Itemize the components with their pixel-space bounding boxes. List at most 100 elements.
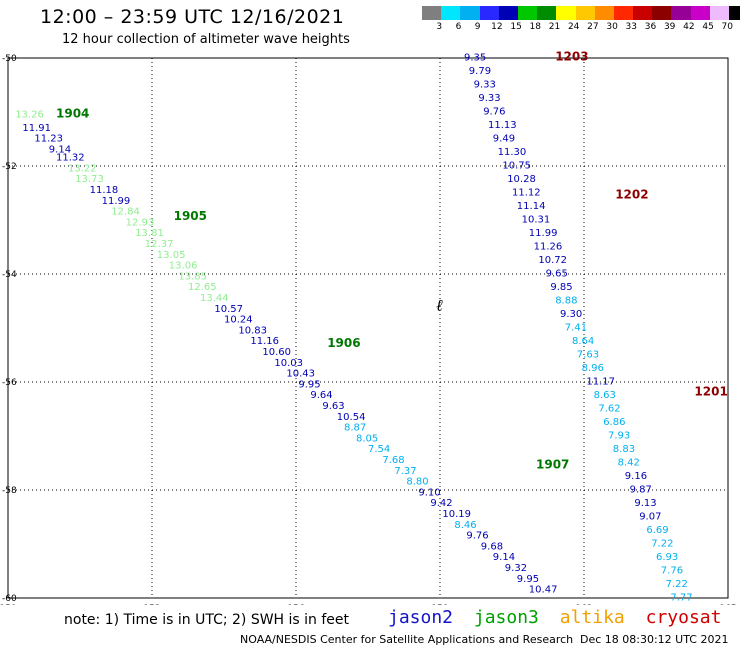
color-scale-label: 70 [721,22,733,32]
color-scale-label: 9 [474,22,481,32]
color-scale-swatch [441,6,461,20]
wave-height-label: 13.22 [68,163,97,174]
wave-height-label: 13.05 [157,250,186,261]
satellite-legend: jason2 jason3 altika cryosat s3a [388,607,740,628]
wave-height-label: 9.33 [478,93,500,104]
island-symbol: ℓ [436,295,443,314]
wave-height-label: 12.93 [126,217,155,228]
color-scale-swatch [594,6,614,20]
wave-height-label: 12.65 [188,282,217,293]
color-scale-label: 42 [683,22,695,32]
legend-cryosat: cryosat [645,607,722,628]
date-stamp: Dec 18 08:30:12 UTC 2021 [580,633,729,646]
wave-height-label: 11.26 [534,242,563,253]
wave-height-label: 9.79 [469,66,491,77]
legend-altika: altika [559,607,625,628]
wave-height-label: 12.84 [111,207,140,218]
wave-height-label: 8.46 [454,520,476,531]
pass-time-label: 1907 [536,457,569,471]
color-scale-label: 18 [529,22,541,32]
wave-height-label: 12.37 [145,239,174,250]
wave-height-label: 9.76 [466,531,488,542]
wave-height-label: 10.57 [214,304,243,315]
wave-height-label: 9.14 [49,145,71,156]
footer-note: note: 1) Time is in UTC; 2) SWH is in fe… [64,612,350,628]
color-scale-swatch [709,6,729,20]
wave-height-label: 10.24 [224,315,253,326]
color-scale-label: 30 [606,22,618,32]
color-scale-swatch [729,6,740,20]
wave-height-label: 9.49 [493,134,515,145]
wave-height-label: 7.22 [666,579,688,590]
lat-tick-label: -50 [2,54,17,64]
wave-height-label: 10.83 [238,325,267,336]
lat-tick-label: -52 [2,162,17,172]
wave-height-label: 6.69 [646,525,668,536]
wave-height-label: 9.85 [550,282,572,293]
lat-tick-label: -58 [2,486,17,496]
wave-height-label: 11.99 [529,228,558,239]
wave-height-label: 9.95 [298,379,320,390]
wave-height-label: 7.37 [394,466,416,477]
color-scale-swatch [613,6,634,20]
pass-time-label: 1203 [555,50,588,64]
wave-height-label: 7.54 [368,444,390,455]
color-scale-swatch [671,6,691,20]
color-scale-swatch [460,6,480,20]
wave-height-label: 11.91 [22,123,51,134]
wave-height-label: 9.68 [481,541,503,552]
wave-height-label: 11.17 [586,377,615,388]
wave-height-label: 8.63 [594,390,616,401]
wave-height-label: 13.81 [135,228,164,239]
wave-height-label: 8.80 [406,477,428,488]
lon-tick-label: 156 [287,604,304,605]
wave-height-label: 9.76 [483,107,505,118]
legend-jason2: jason2 [388,607,454,628]
wave-height-label: 8.64 [572,336,594,347]
color-scale-swatch [690,6,710,20]
map-subtitle: 12 hour collection of altimeter wave hei… [62,32,350,47]
lat-tick-label: -54 [2,270,17,280]
wave-height-label: 10.43 [286,369,315,380]
color-scale-label: 36 [644,22,657,32]
wave-height-label: 8.83 [613,444,635,455]
wave-height-label: 7.93 [608,431,630,442]
color-scale-swatch [498,6,518,20]
wave-height-label: 13.26 [15,109,44,120]
color-scale-label: 21 [548,22,561,32]
wave-height-label: 10.60 [262,347,291,358]
wave-height-label: 6.93 [656,552,678,563]
color-scale-swatch [517,6,538,20]
pass-time-label: 1201 [694,385,727,399]
wave-height-label: 8.88 [555,296,577,307]
wave-height-label: 13.73 [75,174,104,185]
wave-height-label: 9.65 [546,269,568,280]
wave-height-label: 11.13 [488,120,517,131]
wave-height-label: 9.63 [322,401,344,412]
color-scale-label: 24 [567,22,580,32]
wave-height-label: 11.30 [498,147,527,158]
lon-tick-label: 153 [143,604,160,605]
map-axes: 150 153 156 159 162 165 -50 -52 -54 -56 -58 -60 [0,54,737,605]
wave-height-label: 10.31 [522,215,551,226]
color-scale-label: 6 [455,22,462,32]
pass-time-label: 1904 [56,106,89,120]
wave-height-label: 9.95 [517,574,539,585]
wave-height-label: 11.14 [517,201,546,212]
color-scale-label: 33 [625,22,637,32]
color-scale-swatch [556,6,576,20]
wave-height-label: 9.14 [493,552,515,563]
color-scale-label: 27 [587,22,599,32]
wave-height-label: 10.47 [529,585,558,596]
wave-height-label: 7.63 [577,350,599,361]
wave-height-label: 11.23 [34,134,63,145]
wave-height-label: 7.77 [670,593,692,604]
legend-jason3: jason3 [473,607,539,628]
color-scale-swatch [652,6,672,20]
color-scale-label: 15 [510,22,522,32]
wave-height-label: 11.16 [250,336,279,347]
color-scale-swatch [479,6,499,20]
wave-height-label: 9.42 [430,498,452,509]
color-scale-label: 39 [663,22,676,32]
wave-height-label: 9.13 [634,498,656,509]
